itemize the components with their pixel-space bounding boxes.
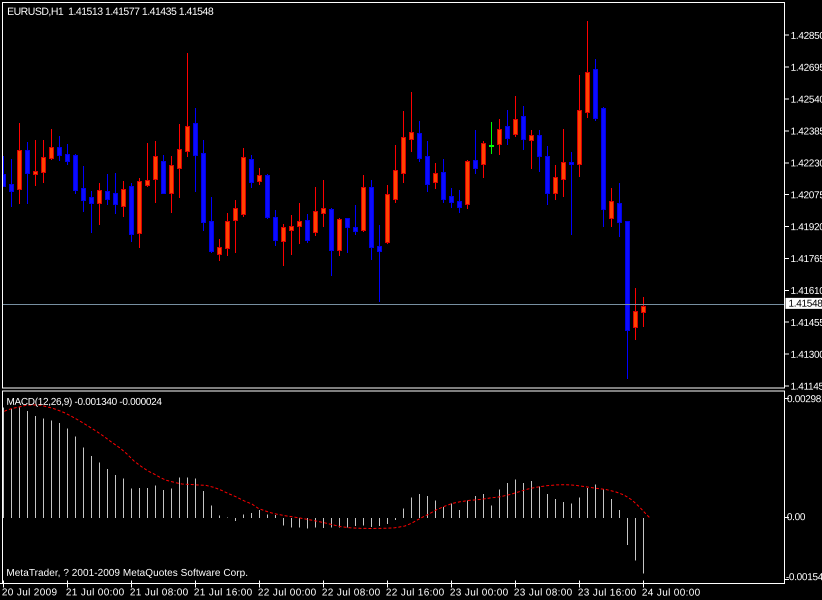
svg-text:1.41145: 1.41145 — [790, 382, 822, 393]
svg-text:21 Jul 00:00: 21 Jul 00:00 — [66, 587, 125, 598]
svg-text:23 Jul 00:00: 23 Jul 00:00 — [450, 588, 509, 599]
svg-text:1.41610: 1.41610 — [791, 286, 822, 297]
svg-text:MetaTrader, ? 2001-2009 MetaQu: MetaTrader, ? 2001-2009 MetaQuotes Softw… — [6, 568, 248, 579]
svg-text:1.42850: 1.42850 — [791, 31, 822, 42]
svg-text:23 Jul 16:00: 23 Jul 16:00 — [578, 588, 637, 599]
svg-text:20 Jul 2009: 20 Jul 2009 — [2, 587, 58, 598]
svg-text:-0.00154: -0.00154 — [786, 572, 822, 583]
svg-text:EURUSD,H1 1.41513 1.41577 1.4: EURUSD,H1 1.41513 1.41577 1.41435 1.4154… — [7, 6, 214, 18]
svg-text:1.42075: 1.42075 — [791, 190, 822, 201]
svg-text:24 Jul 00:00: 24 Jul 00:00 — [642, 588, 701, 599]
svg-text:1.41300: 1.41300 — [790, 350, 822, 361]
svg-text:21 Jul 08:00: 21 Jul 08:00 — [130, 587, 189, 598]
svg-text:1.42540: 1.42540 — [791, 95, 822, 106]
svg-text:21 Jul 16:00: 21 Jul 16:00 — [194, 587, 253, 598]
svg-text:0.002981: 0.002981 — [787, 394, 822, 405]
svg-text:22 Jul 08:00: 22 Jul 08:00 — [322, 587, 381, 598]
svg-text:1.41765: 1.41765 — [791, 254, 822, 265]
svg-text:MACD(12,26,9) -0.001340 -0.000: MACD(12,26,9) -0.001340 -0.000024 — [6, 397, 162, 408]
svg-text:23 Jul 08:00: 23 Jul 08:00 — [514, 588, 573, 599]
svg-text:1.42385: 1.42385 — [791, 127, 822, 138]
svg-text:22 Jul 16:00: 22 Jul 16:00 — [386, 587, 445, 598]
svg-text:22 Jul 00:00: 22 Jul 00:00 — [258, 587, 317, 598]
svg-text:1.41548: 1.41548 — [788, 299, 822, 310]
svg-text:1.42695: 1.42695 — [791, 63, 822, 74]
svg-text:1.41920: 1.41920 — [791, 222, 822, 233]
svg-text:1.41455: 1.41455 — [790, 318, 822, 329]
svg-text:1.42230: 1.42230 — [791, 158, 822, 169]
svg-text:0.00: 0.00 — [787, 512, 806, 523]
